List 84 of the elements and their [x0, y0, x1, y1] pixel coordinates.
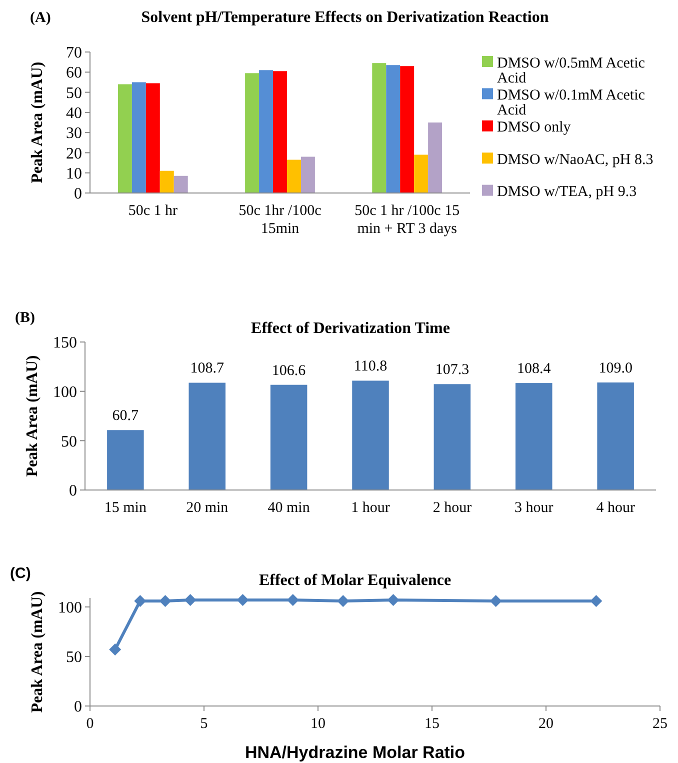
legend-label: DMSO w/0.5mM Acetic Acid: [497, 55, 646, 86]
point: [134, 594, 146, 607]
y-tick-label: 70: [66, 44, 82, 62]
point: [109, 644, 122, 656]
y-tick-label: 30: [66, 125, 82, 142]
y-tick-label: 0: [74, 698, 82, 716]
y-axis-title: Peak Area (mAU): [29, 62, 46, 184]
point: [236, 594, 249, 606]
text: (A): [30, 10, 51, 26]
text: (B): [15, 310, 35, 326]
chart-title: Effect of Derivatization Time: [251, 320, 450, 337]
y-tick-label: 50: [61, 433, 77, 450]
chart-title: Effect of Molar Equivalence: [258, 572, 452, 589]
point: [184, 594, 196, 606]
data-label: 110.8: [354, 358, 388, 375]
bar: [174, 176, 188, 193]
x-tick-label: 5: [200, 716, 208, 732]
data-label: 60.7: [112, 408, 140, 424]
y-tick-label: 20: [66, 145, 82, 162]
x-tick-label: 2 hour: [432, 500, 472, 516]
data-label: 109.0: [598, 360, 632, 376]
bar: [386, 65, 400, 193]
bar: [515, 383, 552, 490]
y-tick-label: 50: [66, 649, 82, 666]
bar: [428, 122, 442, 193]
y-tick-label: 0: [74, 186, 82, 203]
legend-label: DMSO w/TEA, pH 9.3: [497, 184, 637, 200]
point: [590, 594, 602, 607]
bar: [273, 71, 287, 193]
bar: [188, 382, 226, 490]
bar: [597, 382, 634, 490]
point: [337, 594, 350, 607]
x-tick-label: 50c 1hr /100c 15min: [238, 203, 322, 237]
point: [490, 594, 502, 607]
bar: [259, 70, 274, 193]
x-tick-label: 1 hour: [351, 500, 390, 516]
legend-label: DMSO w/0.1mM Acetic Acid: [497, 87, 646, 118]
bar: [160, 170, 174, 193]
x-tick-label: 40 min: [268, 500, 310, 516]
x-tick-label: 4 hour: [596, 500, 635, 516]
x-tick-label: 25: [652, 716, 668, 732]
x-tick-label: 3 hour: [514, 500, 554, 516]
data-label: 108.4: [517, 361, 552, 378]
bar: [146, 83, 160, 193]
x-tick-label: 15 min: [104, 500, 147, 516]
bar: [132, 82, 146, 193]
y-tick-label: 50: [66, 84, 82, 102]
y-tick-label: 100: [53, 384, 77, 401]
y-axis-title: Peak Area (mAU): [29, 591, 46, 713]
y-tick-label: 100: [58, 600, 82, 617]
bar: [245, 73, 260, 193]
x-tick-label: 0: [86, 716, 94, 732]
legend-label: DMSO only: [497, 120, 572, 136]
y-axis-title: Peak Area (mAU): [24, 355, 41, 477]
x-tick-label: 50c 1 hr /100c 15 min + RT 3 days: [354, 203, 460, 237]
bar: [434, 384, 471, 490]
bar: [372, 63, 386, 193]
y-tick-label: 10: [66, 165, 82, 182]
y-tick-label: 150: [53, 334, 77, 352]
chart-title: Solvent pH/Temperature Effects on Derivatization Reaction: [141, 9, 549, 26]
data-label: 108.7: [190, 360, 224, 377]
bar: [400, 66, 414, 193]
y-tick-label: 0: [69, 482, 77, 500]
data-label: 107.3: [435, 362, 470, 378]
bar: [270, 384, 308, 490]
text: (C): [10, 565, 31, 582]
x-tick-label: 20 min: [186, 500, 229, 516]
data-label: 106.6: [272, 362, 306, 379]
bar: [118, 84, 132, 193]
x-tick-label: 15: [424, 716, 440, 732]
y-tick-label: 40: [66, 105, 82, 122]
x-axis-title: HNA/Hydrazine Molar Ratio: [244, 743, 466, 762]
bar: [300, 156, 315, 193]
legend-label: DMSO w/NaoAC, pH 8.3: [497, 152, 654, 168]
x-tick-label: 20: [538, 716, 554, 732]
bar: [414, 154, 428, 193]
point: [387, 594, 400, 606]
y-tick-label: 60: [66, 64, 82, 82]
x-tick-label: 50c 1 hr: [128, 203, 178, 219]
bar: [286, 160, 301, 193]
x-tick-label: 10: [310, 716, 326, 732]
bar: [352, 380, 389, 490]
bar: [107, 430, 144, 490]
point: [159, 594, 172, 607]
